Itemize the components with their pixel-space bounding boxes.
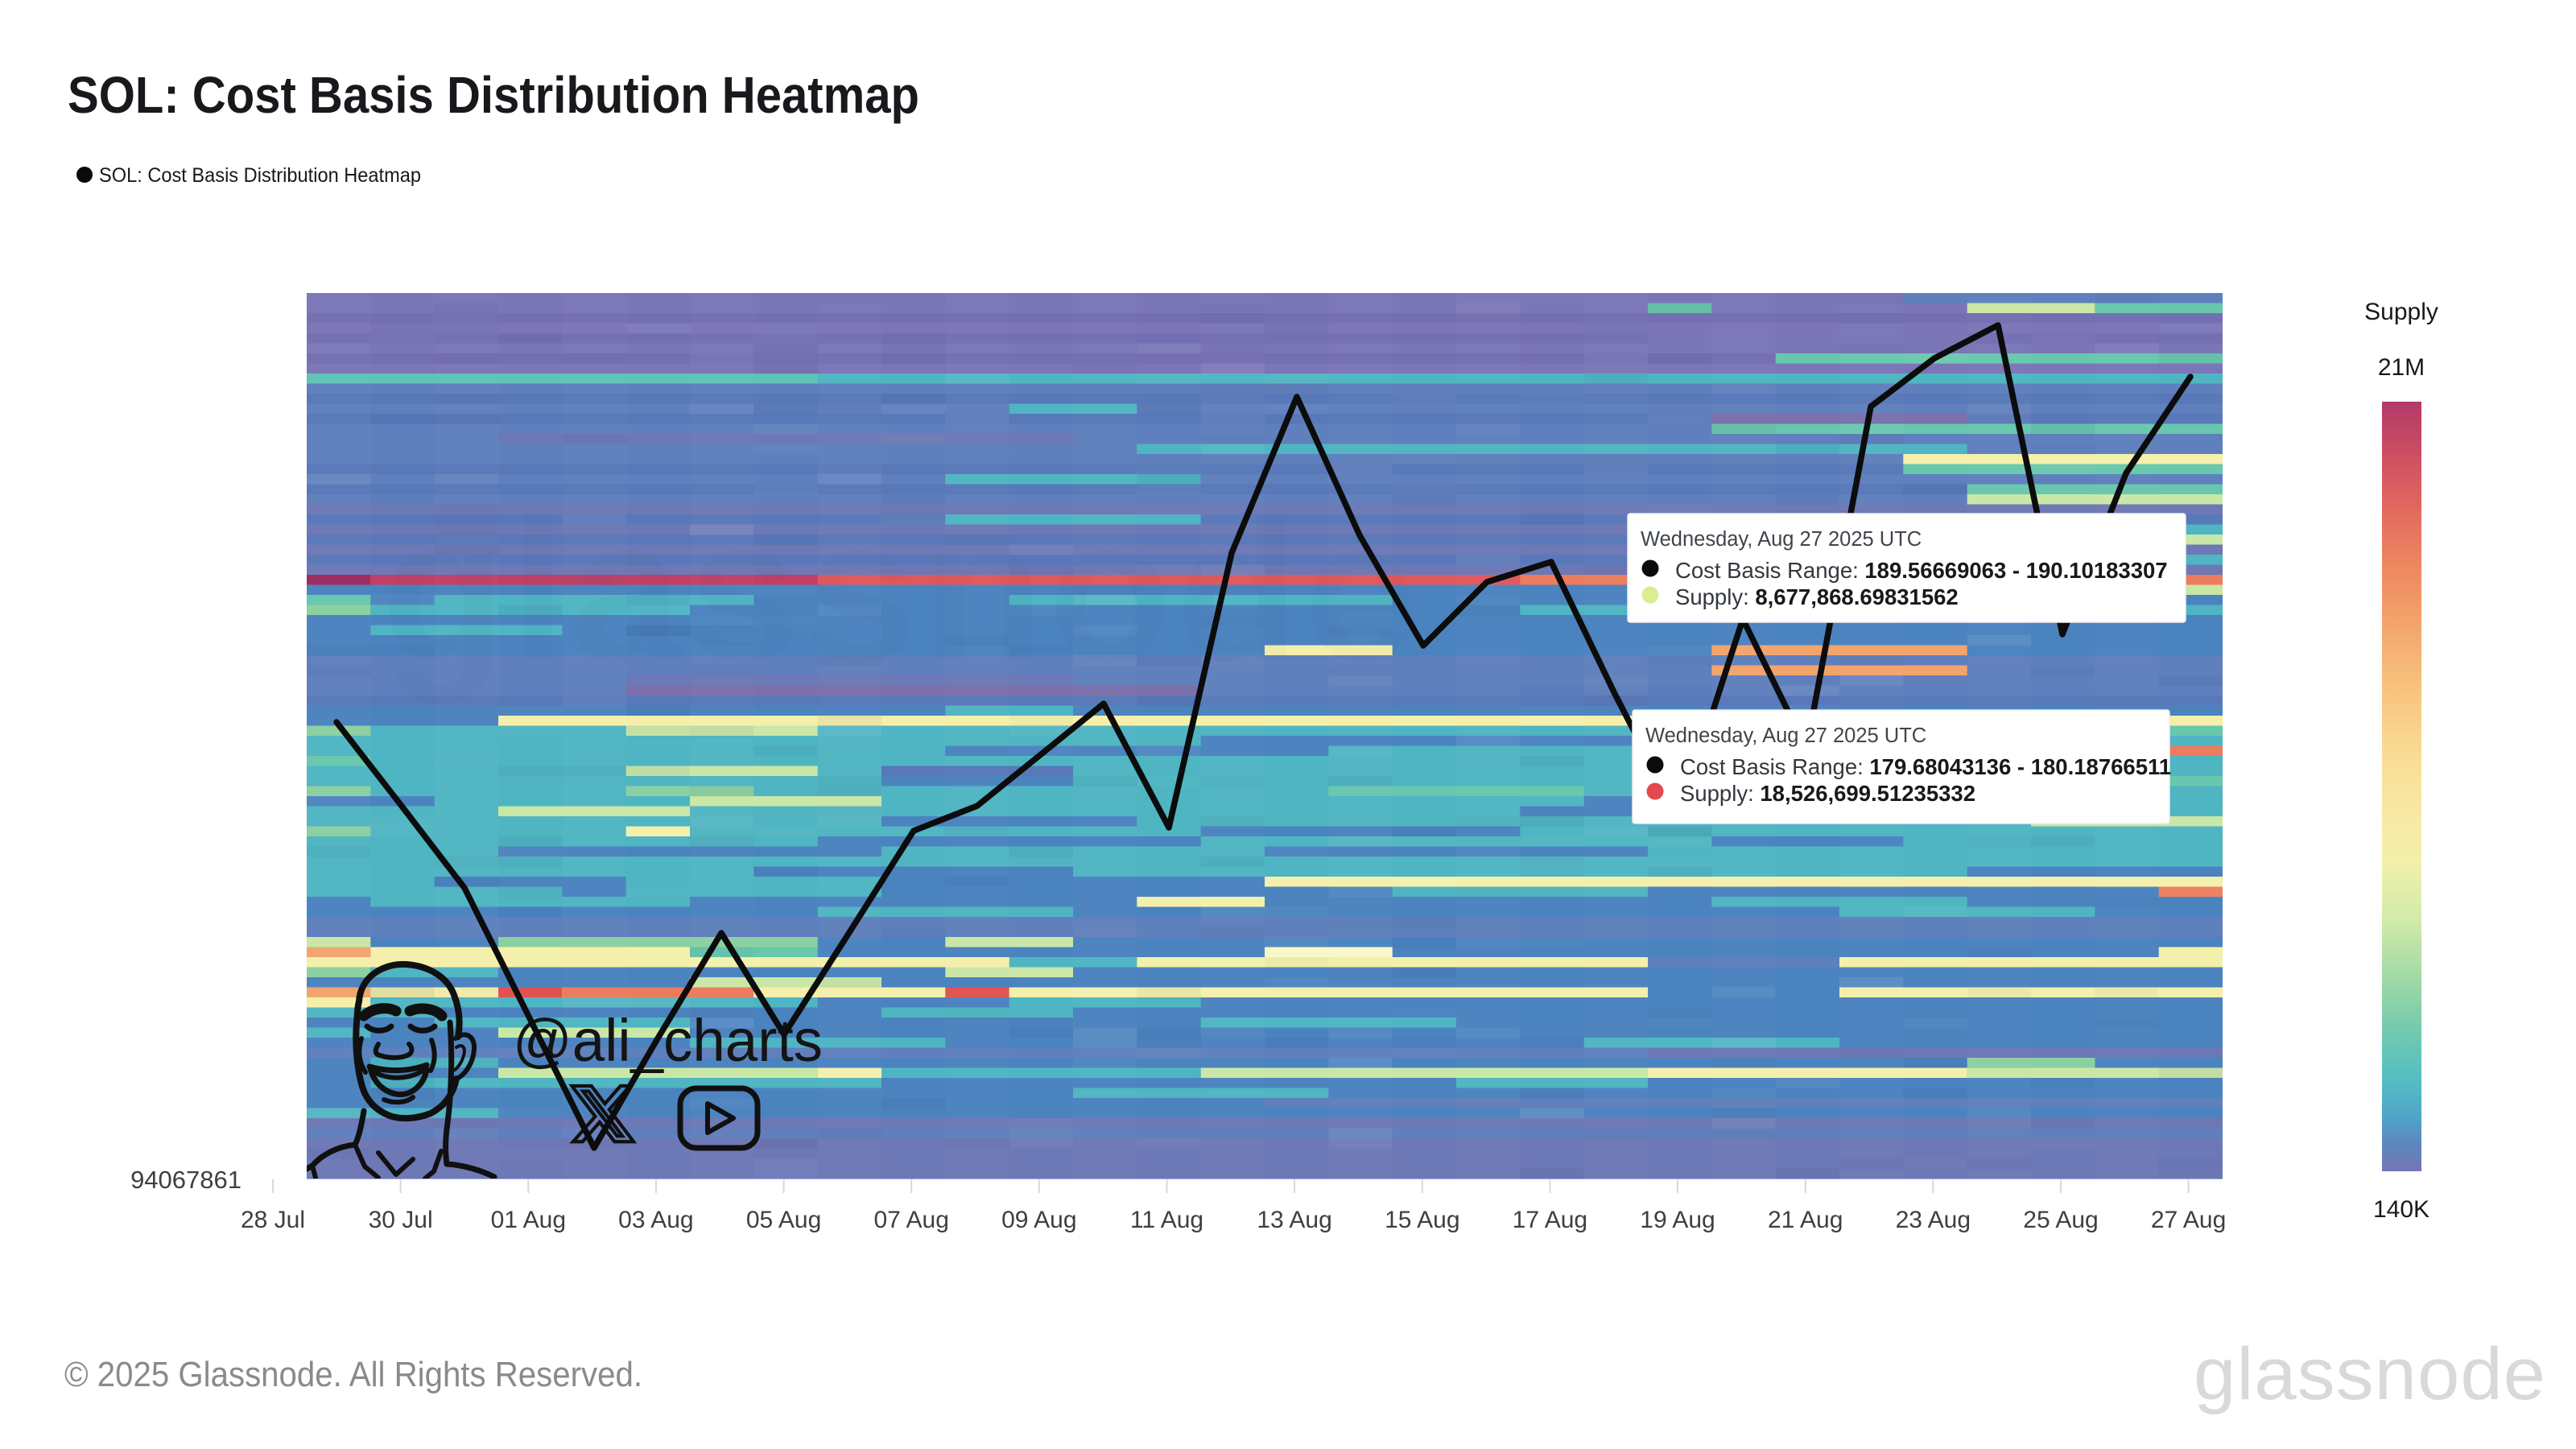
svg-text:Wednesday, Aug 27 2025 UTC: Wednesday, Aug 27 2025 UTC (1641, 528, 1922, 551)
svg-text:SOL: Cost Basis Distribution H: SOL: Cost Basis Distribution Heatmap (99, 164, 421, 187)
svg-text:23 Aug: 23 Aug (1896, 1207, 1971, 1233)
svg-text:Supply: Supply (2364, 299, 2438, 325)
svg-text:27 Aug: 27 Aug (2151, 1207, 2226, 1233)
svg-text:17 Aug: 17 Aug (1513, 1207, 1587, 1233)
svg-text:19 Aug: 19 Aug (1640, 1207, 1715, 1233)
svg-text:25 Aug: 25 Aug (2023, 1207, 2098, 1233)
svg-text:11 Aug: 11 Aug (1130, 1207, 1203, 1233)
svg-text:Wednesday, Aug 27 2025 UTC: Wednesday, Aug 27 2025 UTC (1645, 724, 1926, 747)
svg-text:13 Aug: 13 Aug (1257, 1207, 1331, 1233)
svg-text:glassnode: glassnode (2194, 1333, 2546, 1415)
svg-text:Cost Basis Range: 179.68043136: Cost Basis Range: 179.68043136 - 180.187… (1680, 754, 2171, 779)
svg-text:21M: 21M (2378, 354, 2425, 381)
svg-text:Supply: 18,526,699.51235332: Supply: 18,526,699.51235332 (1680, 781, 1975, 806)
svg-text:© 2025 Glassnode. All Rights R: © 2025 Glassnode. All Rights Reserved. (64, 1355, 642, 1394)
svg-text:Supply: 8,677,868.69831562: Supply: 8,677,868.69831562 (1675, 584, 1959, 609)
svg-text:21 Aug: 21 Aug (1768, 1207, 1843, 1233)
svg-text:15 Aug: 15 Aug (1385, 1207, 1459, 1233)
svg-text:03 Aug: 03 Aug (618, 1207, 693, 1233)
svg-text:SOL: Cost Basis Distribution H: SOL: Cost Basis Distribution Heatmap (68, 66, 919, 124)
svg-text:140K: 140K (2373, 1196, 2429, 1223)
svg-text:07 Aug: 07 Aug (873, 1207, 948, 1233)
svg-text:glassnode: glassnode (382, 478, 1421, 703)
svg-text:01 Aug: 01 Aug (491, 1207, 566, 1233)
svg-text:Cost Basis Range: 189.56669063: Cost Basis Range: 189.56669063 - 190.101… (1675, 558, 2168, 583)
svg-text:30 Jul: 30 Jul (369, 1207, 433, 1233)
svg-text:28 Jul: 28 Jul (241, 1207, 305, 1233)
svg-text:94067861: 94067861 (130, 1166, 242, 1194)
svg-text:05 Aug: 05 Aug (746, 1207, 821, 1233)
svg-text:09 Aug: 09 Aug (1001, 1207, 1076, 1233)
